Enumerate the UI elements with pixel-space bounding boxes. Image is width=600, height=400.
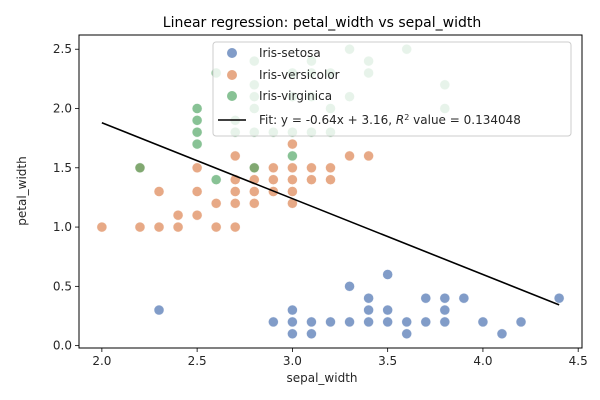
scatter-point [287, 174, 298, 185]
scatter-point [363, 150, 374, 162]
scatter-point [96, 221, 108, 233]
legend-marker [227, 91, 237, 101]
axes-frame [78, 34, 583, 349]
scatter-point [191, 209, 203, 221]
scatter-point [210, 174, 222, 185]
scatter-point [268, 316, 279, 328]
y-tick-label: 1.5 [53, 161, 72, 175]
scatter-point [191, 138, 203, 150]
scatter-point [382, 316, 393, 328]
scatter-point [191, 126, 203, 138]
scatter-point [191, 162, 203, 174]
scatter-point [287, 328, 298, 340]
scatter-point [134, 162, 146, 174]
scatter-point [382, 304, 393, 316]
scatter-point [439, 316, 451, 328]
scatter-point [210, 198, 222, 209]
scatter-point [287, 138, 298, 150]
scatter-point [172, 221, 184, 233]
scatter-point [325, 162, 336, 174]
x-tick-label: 4.5 [569, 354, 588, 368]
scatter-point [382, 269, 393, 280]
x-tick-label: 2.0 [92, 354, 111, 368]
scatter-point [420, 316, 432, 328]
legend-label: Iris-setosa [259, 46, 321, 60]
scatter-point [210, 221, 222, 233]
scatter-point [268, 174, 279, 185]
scatter-point [401, 316, 413, 328]
scatter-point [306, 316, 317, 328]
x-tick-label: 3.5 [378, 354, 397, 368]
scatter-point [420, 292, 432, 304]
scatter-point [306, 328, 317, 340]
scatter-point [191, 103, 203, 114]
scatter-point [496, 328, 508, 340]
scatter-point [153, 221, 165, 233]
y-tick-label: 0.5 [53, 279, 72, 293]
scatter-point [229, 150, 241, 162]
scatter-point [248, 186, 260, 197]
scatter-point [344, 150, 355, 162]
y-axis-label: petal_width [15, 156, 29, 225]
scatter-point [477, 316, 489, 328]
scatter-point [363, 316, 374, 328]
scatter-point [401, 328, 413, 340]
legend-label: Iris-versicolor [259, 68, 340, 82]
axis-ticks: 2.0 2.5 3.0 3.5 4.0 4.5 0.0 0.5 1.0 1.5 2.0 2.5 [53, 42, 588, 368]
scatter-point [325, 174, 336, 185]
scatter-point [306, 162, 317, 174]
scatter-point [248, 162, 260, 174]
scatter-point [515, 316, 527, 328]
x-tick-label: 2.5 [188, 354, 207, 368]
scatter-point [363, 292, 374, 304]
legend-frame [212, 41, 572, 137]
y-tick-label: 0.0 [53, 339, 72, 353]
scatter-point [191, 115, 203, 126]
legend: Iris-setosa Iris-versicolor Iris-virginica… [212, 41, 572, 137]
fit-line [101, 121, 560, 306]
scatter-point [153, 186, 165, 197]
chart-title: Linear regression: petal_width vs sepal_… [163, 15, 481, 31]
scatter-point [344, 316, 355, 328]
scatter-point [287, 162, 298, 174]
scatter-point [306, 174, 317, 185]
scatter-point [439, 292, 451, 304]
x-axis-label: sepal_width [286, 371, 357, 385]
x-tick-label: 3.0 [283, 354, 302, 368]
y-tick-label: 2.0 [53, 102, 72, 116]
legend-label: Iris-virginica [259, 89, 332, 103]
y-tick-label: 2.5 [53, 42, 72, 56]
scatter-point [268, 162, 279, 174]
scatter-point [191, 186, 203, 197]
legend-fit-label: Fit: y = -0.64x + 3.16, R2 value = 0.134… [259, 113, 521, 128]
scatter-point [363, 304, 374, 316]
y-tick-label: 1.0 [53, 220, 72, 234]
legend-marker [227, 48, 237, 58]
scatter-point [134, 221, 146, 233]
scatter-point [229, 198, 241, 209]
scatter-point [439, 304, 451, 316]
scatter-point [458, 292, 470, 304]
scatter-point [287, 186, 298, 197]
scatter-point [344, 281, 355, 292]
scatter-point [172, 209, 184, 221]
scatter-point [287, 304, 298, 316]
scatter-point [287, 316, 298, 328]
series-iris-setosa [153, 269, 565, 340]
scatter-point [153, 304, 165, 316]
x-tick-label: 4.0 [473, 354, 492, 368]
scatter-point [248, 198, 260, 209]
scatter-point [229, 221, 241, 233]
scatter-point [229, 186, 241, 197]
scatter-point [553, 292, 565, 304]
legend-marker [227, 70, 237, 80]
scatter-point [325, 316, 336, 328]
scatter-point [287, 150, 298, 162]
